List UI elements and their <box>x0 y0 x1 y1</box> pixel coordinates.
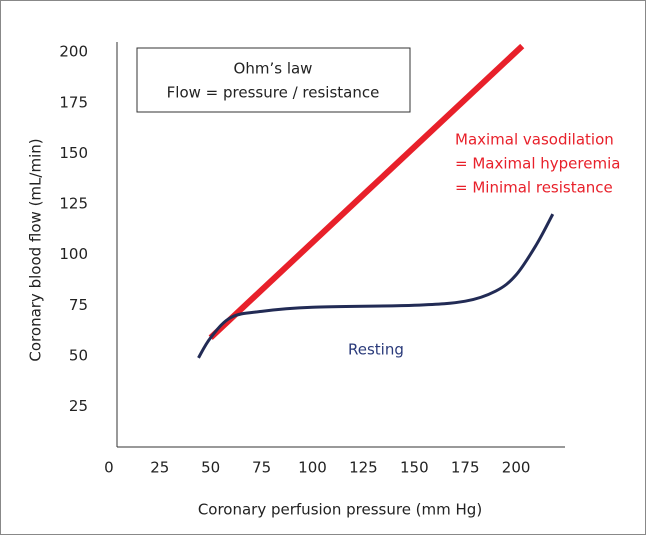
line <box>208 43 525 340</box>
y-tick-label: 75 <box>69 296 88 314</box>
y-tick-label: 125 <box>59 195 88 213</box>
annotation: Resting <box>348 341 404 359</box>
y-tick-label: 50 <box>69 346 88 364</box>
x-tick-label: 50 <box>201 459 220 477</box>
y-tick-label: 150 <box>59 144 88 162</box>
box-text: Flow = pressure / resistance <box>167 84 380 102</box>
x-tick-label: 150 <box>400 459 429 477</box>
y-tick-label: 175 <box>59 93 88 111</box>
y-tick-label: 25 <box>69 397 88 415</box>
x-tick-label: 100 <box>298 459 327 477</box>
x-tick-label: 0 <box>104 459 114 477</box>
x-axis-label: Coronary perfusion pressure (mm Hg) <box>198 501 482 519</box>
x-tick-label: 175 <box>451 459 480 477</box>
box-text: Ohm’s law <box>234 60 313 78</box>
annotation: Maximal vasodilation <box>455 131 614 149</box>
annotation: = Minimal resistance <box>455 179 613 197</box>
y-tick-label: 100 <box>59 245 88 263</box>
x-tick-label: 25 <box>150 459 169 477</box>
annotation: = Maximal hyperemia <box>455 155 620 173</box>
x-tick-label: 125 <box>349 459 378 477</box>
y-axis-label: Coronary blood flow (mL/min) <box>27 138 45 361</box>
line <box>197 213 555 359</box>
formula-box <box>136 47 411 113</box>
x-tick-label: 75 <box>252 459 271 477</box>
x-tick-label: 200 <box>502 459 531 477</box>
y-tick-label: 200 <box>59 43 88 61</box>
